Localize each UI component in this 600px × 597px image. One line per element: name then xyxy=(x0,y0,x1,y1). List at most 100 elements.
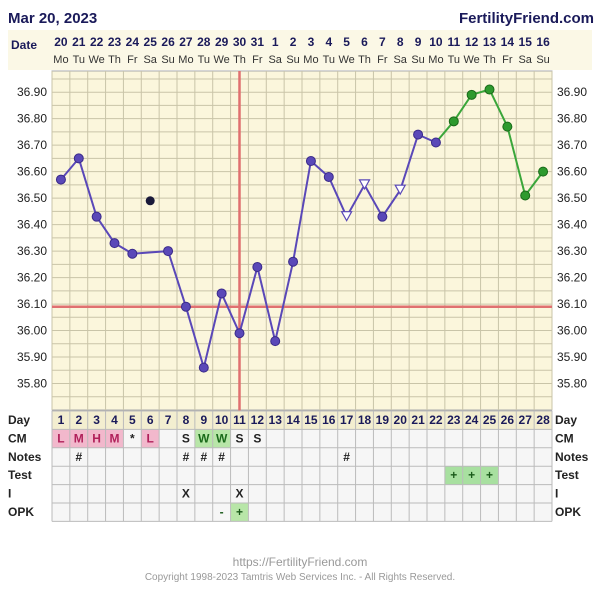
date-label: 14 xyxy=(501,35,515,49)
cm-cell-bg xyxy=(87,429,106,448)
temp-point xyxy=(538,166,549,177)
row-label-i-left: I xyxy=(8,487,11,501)
temp-point xyxy=(127,248,138,259)
date-label: 11 xyxy=(447,35,460,49)
cycle-day-label: 3 xyxy=(93,413,100,427)
weekday-label: Su xyxy=(536,54,549,66)
date-label: 6 xyxy=(361,35,368,49)
header-brand: FertilityFriend.com xyxy=(459,10,594,27)
date-label: 4 xyxy=(325,35,332,49)
temp-point xyxy=(252,261,263,272)
weekday-label: Sa xyxy=(268,54,282,66)
footer-url[interactable]: https://FertilityFriend.com xyxy=(233,555,368,569)
cm-value: W xyxy=(216,431,228,445)
cycle-day-label: 1 xyxy=(58,413,65,427)
y-tick-label-right: 36.50 xyxy=(557,191,587,205)
temp-point xyxy=(520,190,531,201)
temperature-points xyxy=(55,84,549,373)
cycle-day-label: 11 xyxy=(233,413,246,427)
y-tick-label-left: 36.90 xyxy=(17,85,47,99)
cm-value: L xyxy=(57,431,64,445)
temp-point xyxy=(448,116,459,127)
date-label: 20 xyxy=(54,35,68,49)
temp-point-open-triangle xyxy=(340,211,353,222)
cm-value: W xyxy=(198,431,210,445)
y-tick-label-left: 36.00 xyxy=(17,324,47,338)
cycle-day-label: 4 xyxy=(111,413,118,427)
cm-cell-bg xyxy=(212,429,231,448)
temp-point xyxy=(198,362,209,373)
cm-value: L xyxy=(147,431,154,445)
cycle-day-label: 14 xyxy=(286,413,300,427)
weekday-label: Tu xyxy=(323,54,335,66)
row-label-test-left: Test xyxy=(8,468,32,482)
note-value: # xyxy=(218,450,225,464)
cm-cell-bg xyxy=(105,429,124,448)
temp-point xyxy=(377,211,388,222)
cycle-day-label: 15 xyxy=(304,413,318,427)
cycle-day-label: 8 xyxy=(183,413,190,427)
y-tick-label-right: 36.90 xyxy=(557,85,587,99)
y-tick-label-left: 35.80 xyxy=(17,377,47,391)
date-label: 5 xyxy=(343,35,350,49)
cycle-day-label: 19 xyxy=(376,413,390,427)
cm-value: M xyxy=(74,431,84,445)
weekday-label: Tu xyxy=(198,54,210,66)
cycle-day-label: 16 xyxy=(322,413,336,427)
temp-point xyxy=(270,336,281,347)
weekday-label: Tu xyxy=(73,54,85,66)
weekday-label: Mo xyxy=(428,54,443,66)
cycle-day-label: 25 xyxy=(483,413,497,427)
date-label: 27 xyxy=(179,35,193,49)
y-tick-label-right: 36.00 xyxy=(557,324,587,338)
date-band xyxy=(8,30,592,70)
date-label: 10 xyxy=(429,35,443,49)
temp-point xyxy=(109,238,120,249)
row-label-opk-right: OPK xyxy=(555,505,581,519)
test-cell-bg xyxy=(480,466,499,485)
test-value: + xyxy=(468,468,475,482)
y-tick-label-right: 36.20 xyxy=(557,271,587,285)
weekday-label: Mo xyxy=(53,54,68,66)
weekday-label: Th xyxy=(233,54,246,66)
axis-labels: 35.80 35.80 35.90 35.90 36.00 36.00 36.10 36.10… xyxy=(11,35,587,391)
cm-cell-bg xyxy=(194,429,213,448)
test-value: + xyxy=(486,468,493,482)
temp-point xyxy=(413,129,424,140)
y-tick-label-right: 36.40 xyxy=(557,218,587,232)
cycle-day-label: 28 xyxy=(536,413,550,427)
weekday-label: Mo xyxy=(303,54,318,66)
temp-point xyxy=(305,156,316,167)
test-cell-bg xyxy=(462,466,481,485)
temp-point xyxy=(163,246,174,257)
temp-point xyxy=(216,288,227,299)
weekday-label: We xyxy=(213,54,229,66)
weekday-label: Tu xyxy=(448,54,460,66)
date-label: 28 xyxy=(197,35,211,49)
cycle-day-label: 27 xyxy=(519,413,533,427)
y-tick-label-left: 36.10 xyxy=(17,297,47,311)
date-label: 15 xyxy=(519,35,533,49)
cm-value: S xyxy=(253,431,261,445)
y-tick-label-right: 36.80 xyxy=(557,112,587,126)
note-value: # xyxy=(343,450,350,464)
y-tick-label-right: 35.90 xyxy=(557,350,587,364)
note-value: # xyxy=(75,450,82,464)
note-value: # xyxy=(200,450,207,464)
cycle-day-label: 20 xyxy=(394,413,408,427)
y-tick-label-right: 36.30 xyxy=(557,244,587,258)
y-tick-label-right: 36.70 xyxy=(557,138,587,152)
temp-point xyxy=(55,174,66,185)
date-label: 22 xyxy=(90,35,104,49)
weekday-label: Sa xyxy=(393,54,407,66)
date-label: 21 xyxy=(72,35,86,49)
date-label: 25 xyxy=(144,35,158,49)
y-tick-label-left: 36.50 xyxy=(17,191,47,205)
date-label: 13 xyxy=(483,35,497,49)
date-label: 16 xyxy=(536,35,550,49)
temp-point xyxy=(180,301,191,312)
cycle-day-label: 22 xyxy=(429,413,443,427)
opk-cell-bg xyxy=(230,503,249,522)
cm-cell-bg xyxy=(141,429,160,448)
